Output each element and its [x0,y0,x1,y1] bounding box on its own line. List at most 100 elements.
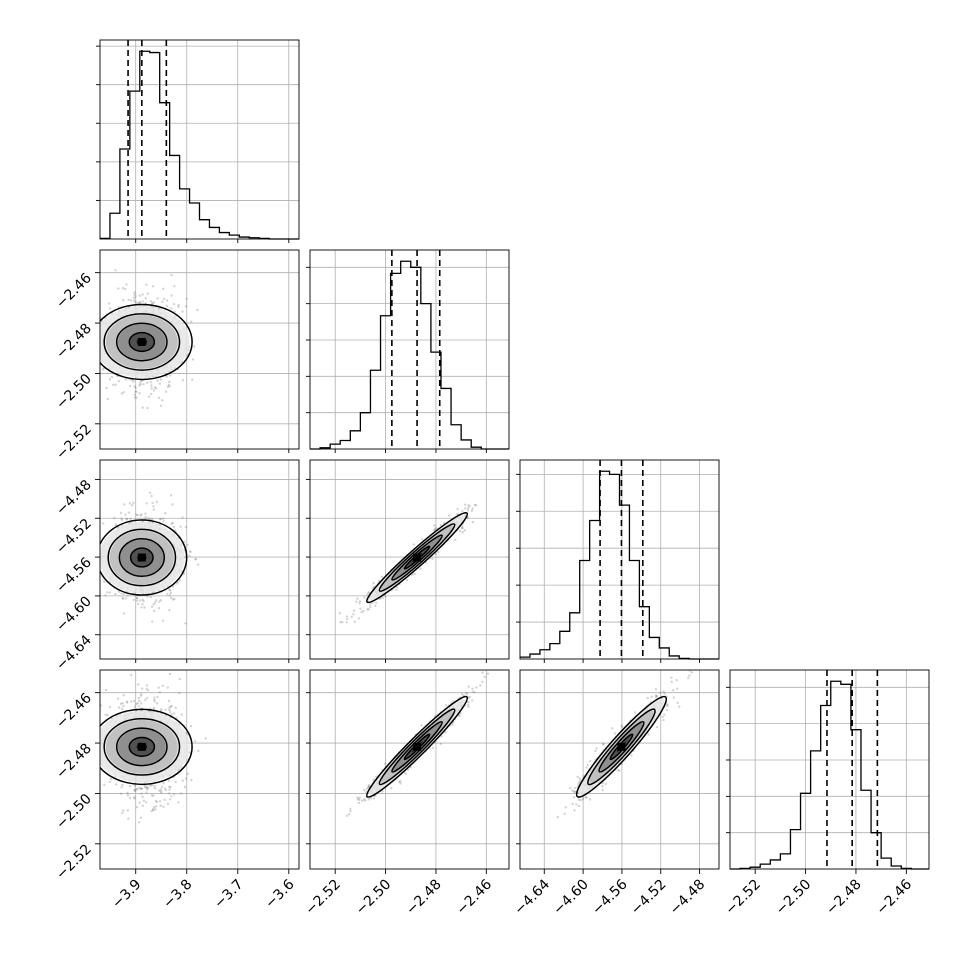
scatter-point [160,791,163,794]
scatter-point [136,702,139,705]
scatter-point [471,690,474,693]
contour-line [378,523,456,592]
scatter-point [135,396,138,399]
scatter-point [110,375,114,379]
scatter-point [162,287,165,291]
scatter-point [369,797,373,800]
histogram-1 [310,260,509,450]
scatter-point [161,517,165,520]
scatter-point [120,392,124,395]
scatter-point [121,597,125,601]
scatter-point [360,611,363,614]
hist-panel-2 [516,459,720,660]
scatter-point [124,378,127,381]
scatter-point [170,522,174,526]
scatter-point [138,699,141,703]
scatter-point [172,302,176,306]
scatter-point [451,723,454,726]
scatter-point [104,688,108,692]
scatter-point [483,675,486,679]
scatter-point [390,786,393,790]
scatter-point [456,512,459,516]
scatter-point [178,578,182,582]
scatter-point [139,599,142,602]
scatter-point [147,395,151,398]
scatter-point [434,526,437,530]
scatter-point [194,558,197,561]
scatter-point [620,724,623,727]
scatter-point [125,518,128,521]
scatter-point [142,383,145,386]
scatter-point [158,800,162,803]
scatter-point [138,294,141,297]
scatter-point [145,687,148,690]
scatter-point [100,704,103,707]
scatter-point [136,599,139,603]
scatter-point [158,789,161,792]
scatter-point [151,501,154,505]
scatter-point [384,595,387,598]
scatter-point [177,305,180,309]
scatter-point [129,673,133,677]
contour-line [128,736,156,757]
panel-frame [309,249,510,450]
scatter-point [133,788,136,791]
scatter-point [121,286,125,290]
scatter-point [352,612,355,616]
scatter-point [137,821,141,824]
contour-line [100,708,193,786]
scatter-point [181,779,184,782]
scatter-point [139,383,142,386]
panel-2d-0-2 [99,459,300,660]
scatter-point [146,292,149,295]
scatter-point [144,516,148,519]
scatter-point [108,780,112,783]
scatter-point [150,494,153,498]
scatter-point [481,671,484,674]
scatter-point [374,794,377,798]
scatter-point [140,379,143,383]
scatter-point [440,735,443,738]
scatter-point [468,504,471,508]
scatter-point [91,742,93,744]
scatter-point [432,528,435,532]
scatter-point [345,814,349,818]
scatter-point [367,798,371,801]
contour-line [366,695,469,798]
scatter-point [133,393,136,397]
scatter-point [138,786,141,790]
scatter-point [127,817,130,820]
scatter-point [115,783,118,786]
scatter-point [467,701,470,704]
scatter-point [169,786,172,789]
scatter-point [185,297,188,300]
scatter-point [135,805,139,809]
scatter-point [145,786,148,790]
scatter-point [140,792,143,795]
scatter-point [132,501,135,505]
scatter-point [158,517,162,521]
scatter-point [463,507,467,510]
scatter-point [140,606,143,609]
histogram-2 [520,470,719,660]
scatter-point [349,809,352,813]
scatter-point [171,521,174,525]
scatter-point [374,604,377,608]
scatter-point [439,523,442,527]
scatter-point [165,299,169,302]
scatter-point [156,695,159,699]
contour-line [128,331,156,353]
scatter-point [133,789,136,792]
scatter-point [461,530,464,534]
scatter-point [170,794,173,798]
scatter-point [141,687,144,690]
scatter-point [204,737,207,740]
scatter-point [134,301,137,304]
scatter-point [363,788,366,792]
scatter-point [431,746,435,750]
scatter-point [133,291,136,294]
scatter-point [433,524,436,527]
scatter-point [78,781,80,783]
scatter-point [151,301,154,305]
scatter-point [338,612,341,615]
